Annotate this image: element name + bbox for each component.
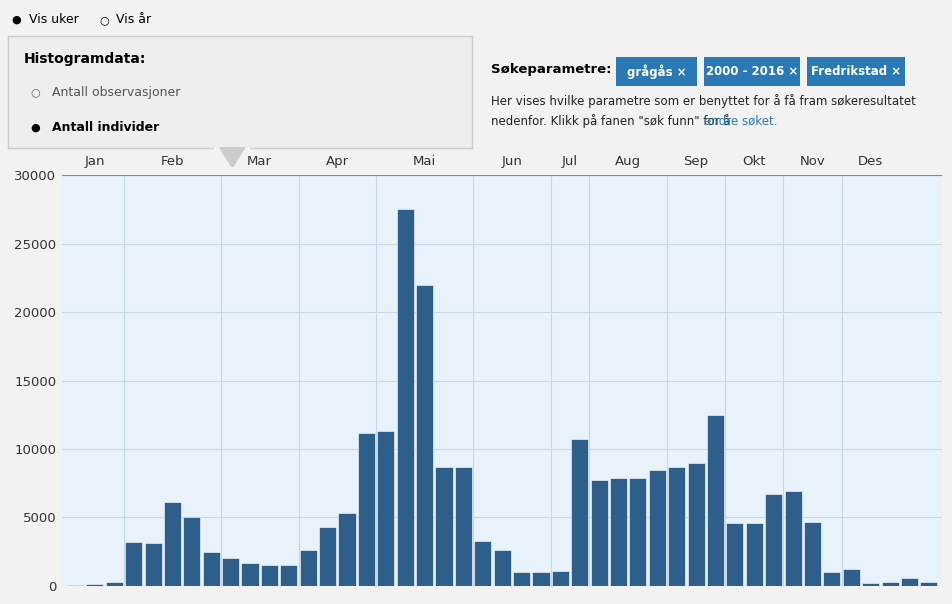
Bar <box>339 513 355 586</box>
Text: ○: ○ <box>99 15 109 25</box>
Text: endre søket.: endre søket. <box>704 114 778 127</box>
Bar <box>823 571 841 586</box>
Text: grågås ×: grågås × <box>626 64 686 79</box>
Bar <box>552 571 569 586</box>
Bar <box>804 521 821 586</box>
Text: Fredrikstad ×: Fredrikstad × <box>811 65 902 78</box>
Bar <box>745 523 763 586</box>
Bar <box>901 577 918 586</box>
Bar <box>882 582 899 586</box>
Bar <box>629 478 646 586</box>
Bar <box>571 439 588 586</box>
Bar <box>87 584 104 586</box>
Bar <box>843 570 860 586</box>
Bar <box>494 550 510 586</box>
Bar <box>203 551 220 586</box>
Bar <box>610 478 627 586</box>
Text: Søkeparametre:: Søkeparametre: <box>491 63 612 76</box>
Bar <box>532 571 549 586</box>
Text: ○: ○ <box>30 87 40 97</box>
Bar <box>863 583 880 586</box>
Bar <box>358 432 375 586</box>
Bar <box>707 415 724 586</box>
Bar <box>184 518 200 586</box>
Bar <box>242 564 259 586</box>
Bar <box>164 503 181 586</box>
Text: 2000 - 2016 ×: 2000 - 2016 × <box>706 65 798 78</box>
Bar <box>474 541 491 586</box>
Text: Antall individer: Antall individer <box>51 121 159 134</box>
Bar <box>261 565 278 586</box>
Bar <box>687 463 704 586</box>
Bar <box>765 494 783 586</box>
Text: ●: ● <box>30 123 40 133</box>
Bar <box>125 542 142 586</box>
Text: Her vises hvilke parametre som er benyttet for å få fram søkeresultatet: Her vises hvilke parametre som er benytt… <box>491 94 916 109</box>
Bar <box>377 431 394 586</box>
Bar <box>435 467 452 586</box>
Bar <box>416 284 433 586</box>
Text: Vis år: Vis år <box>116 13 151 27</box>
Bar <box>455 467 472 586</box>
Text: Antall observasjoner: Antall observasjoner <box>51 86 180 98</box>
Bar <box>319 527 336 586</box>
Bar <box>106 582 123 586</box>
Bar <box>649 469 665 586</box>
Bar <box>784 492 802 586</box>
Bar <box>145 544 162 586</box>
Bar <box>222 558 239 586</box>
Bar <box>513 571 530 586</box>
Bar <box>67 585 84 586</box>
Text: nedenfor. Klikk på fanen "søk funn" for å: nedenfor. Klikk på fanen "søk funn" for … <box>491 114 735 128</box>
Polygon shape <box>220 147 245 167</box>
Bar <box>726 523 744 586</box>
Bar <box>397 210 414 586</box>
Text: Histogramdata:: Histogramdata: <box>24 51 147 66</box>
Bar <box>300 550 317 586</box>
Bar <box>590 480 607 586</box>
Text: Vis uker: Vis uker <box>29 13 78 27</box>
Bar <box>280 565 297 586</box>
Text: ●: ● <box>11 15 21 25</box>
Bar <box>921 582 938 586</box>
Bar <box>668 467 685 586</box>
